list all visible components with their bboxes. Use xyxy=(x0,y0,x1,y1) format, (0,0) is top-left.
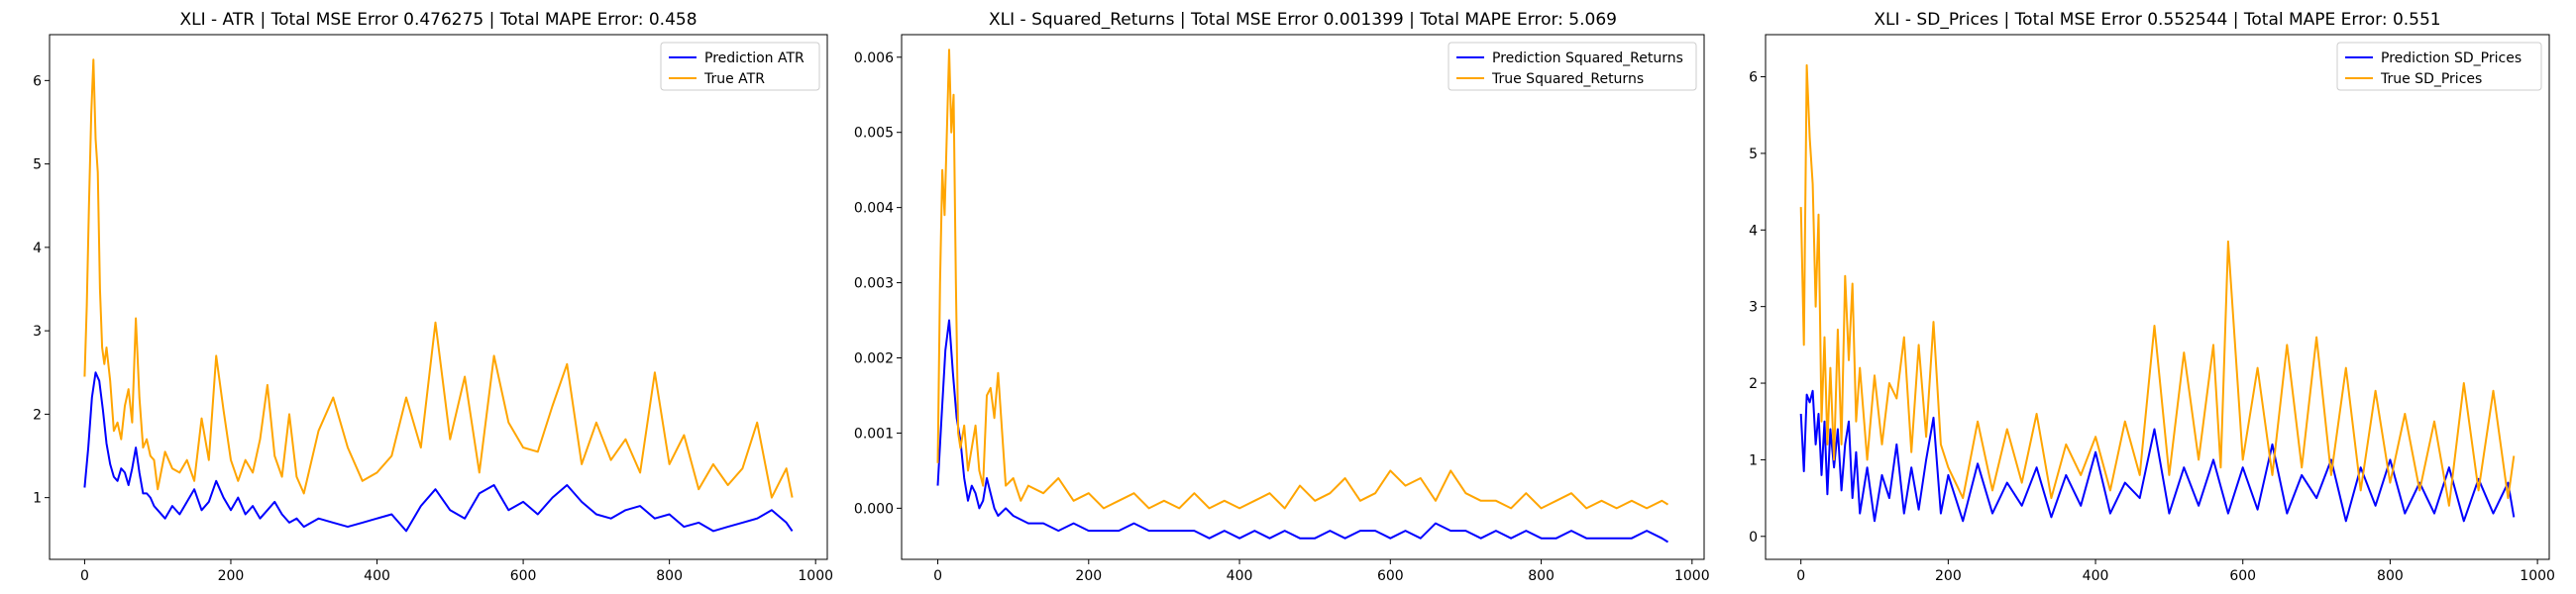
y-tick-label: 0.000 xyxy=(854,501,894,517)
series-line-prediction xyxy=(936,319,1669,544)
x-tick-label: 0 xyxy=(1796,568,1805,584)
series-line-true xyxy=(1799,63,2516,507)
x-tick-label: 200 xyxy=(218,568,245,584)
x-tick-label: 600 xyxy=(510,568,537,584)
y-tick-label: 0.004 xyxy=(854,201,894,217)
y-tick-label: 3 xyxy=(1749,300,1758,316)
chart-title: XLI - SD_Prices | Total MSE Error 0.5525… xyxy=(1874,10,2440,30)
x-tick-label: 600 xyxy=(1377,568,1404,584)
x-tick-label: 400 xyxy=(2083,568,2109,584)
y-tick-label: 1 xyxy=(1749,452,1758,468)
x-tick-label: 200 xyxy=(1935,568,1962,584)
legend-box xyxy=(1448,42,1697,91)
chart-title: XLI - Squared_Returns | Total MSE Error … xyxy=(989,10,1617,30)
x-tick-label: 1000 xyxy=(2520,568,2555,584)
y-tick-label: 5 xyxy=(33,157,42,173)
y-tick-label: 6 xyxy=(1749,70,1758,86)
legend-label: Prediction ATR xyxy=(704,50,805,66)
legend: Prediction SD_Prices True SD_Prices xyxy=(2336,42,2542,91)
chart-2: XLI - Squared_Returns | Total MSE Error … xyxy=(854,10,1710,584)
y-tick-label: 0.003 xyxy=(854,276,894,292)
plot-frame xyxy=(901,34,1705,560)
plot-frame xyxy=(1765,34,2550,560)
series-line-true xyxy=(936,49,1669,510)
series-line-prediction xyxy=(1799,389,2516,523)
series-line-prediction xyxy=(83,371,794,533)
y-tick-label: 4 xyxy=(33,241,42,256)
y-tick-label: 0 xyxy=(1749,530,1758,545)
x-tick-label: 200 xyxy=(1075,568,1102,584)
plot-frame xyxy=(49,34,828,560)
legend-box xyxy=(2336,42,2542,91)
x-tick-label: 400 xyxy=(364,568,390,584)
y-tick-label: 0.006 xyxy=(854,50,894,66)
legend-label: Prediction SD_Prices xyxy=(2381,50,2522,66)
y-tick-label: 5 xyxy=(1749,147,1758,162)
legend-box xyxy=(660,42,820,91)
x-tick-label: 1000 xyxy=(1674,568,1710,584)
legend-label: True SD_Prices xyxy=(2380,71,2482,87)
y-tick-label: 1 xyxy=(33,491,42,507)
legend: Prediction ATR True ATR xyxy=(660,42,820,91)
x-tick-label: 1000 xyxy=(798,568,833,584)
y-tick-label: 6 xyxy=(33,73,42,89)
y-tick-label: 4 xyxy=(1749,223,1758,239)
x-tick-label: 0 xyxy=(933,568,942,584)
legend-label: Prediction Squared_Returns xyxy=(1492,50,1683,66)
x-tick-label: 0 xyxy=(80,568,89,584)
y-tick-label: 0.005 xyxy=(854,126,894,142)
x-tick-label: 800 xyxy=(656,568,683,584)
legend-label: True ATR xyxy=(703,71,765,87)
x-tick-label: 800 xyxy=(1528,568,1555,584)
y-tick-label: 2 xyxy=(1749,376,1758,392)
chart-3: XLI - SD_Prices | Total MSE Error 0.5525… xyxy=(1749,10,2555,584)
y-tick-label: 2 xyxy=(33,407,42,423)
y-tick-label: 3 xyxy=(33,324,42,340)
chart-title: XLI - ATR | Total MSE Error 0.476275 | T… xyxy=(179,10,697,30)
x-tick-label: 600 xyxy=(2229,568,2256,584)
chart-1: XLI - ATR | Total MSE Error 0.476275 | T… xyxy=(33,10,833,584)
x-tick-label: 800 xyxy=(2377,568,2404,584)
legend: Prediction Squared_Returns True Squared_R… xyxy=(1448,42,1697,91)
series-line-true xyxy=(83,58,794,499)
x-tick-label: 400 xyxy=(1227,568,1253,584)
y-tick-label: 0.001 xyxy=(854,426,894,442)
legend-label: True Squared_Returns xyxy=(1491,71,1644,87)
y-tick-label: 0.002 xyxy=(854,351,894,367)
